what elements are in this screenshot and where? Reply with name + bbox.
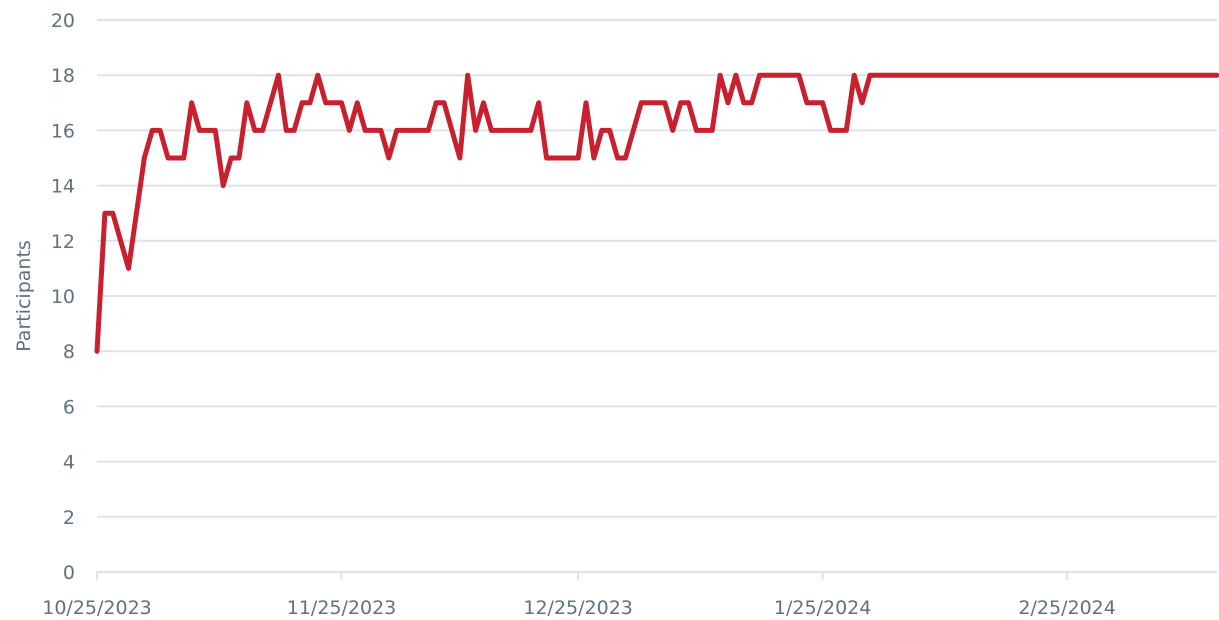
x-tick-label: 2/25/2024 (1018, 597, 1115, 619)
y-tick-label: 4 (63, 452, 75, 474)
y-tick-label: 8 (63, 341, 75, 363)
y-tick-label: 18 (51, 65, 75, 87)
x-tick-label: 10/25/2023 (42, 597, 152, 619)
y-tick-label: 6 (63, 396, 75, 418)
y-tick-label: 2 (63, 507, 75, 529)
y-tick-label: 12 (51, 231, 75, 253)
y-axis-label: Participants (13, 240, 35, 352)
x-tick-label: 11/25/2023 (287, 597, 397, 619)
x-tick-label: 12/25/2023 (523, 597, 633, 619)
y-tick-label: 0 (63, 562, 75, 584)
line (94, 72, 1219, 354)
y-tick-label: 20 (51, 10, 75, 32)
x-tick-label: 1/25/2024 (774, 597, 871, 619)
y-tick-label: 16 (51, 120, 75, 142)
y-tick-label: 14 (51, 176, 75, 198)
y-tick-label: 10 (51, 286, 75, 308)
